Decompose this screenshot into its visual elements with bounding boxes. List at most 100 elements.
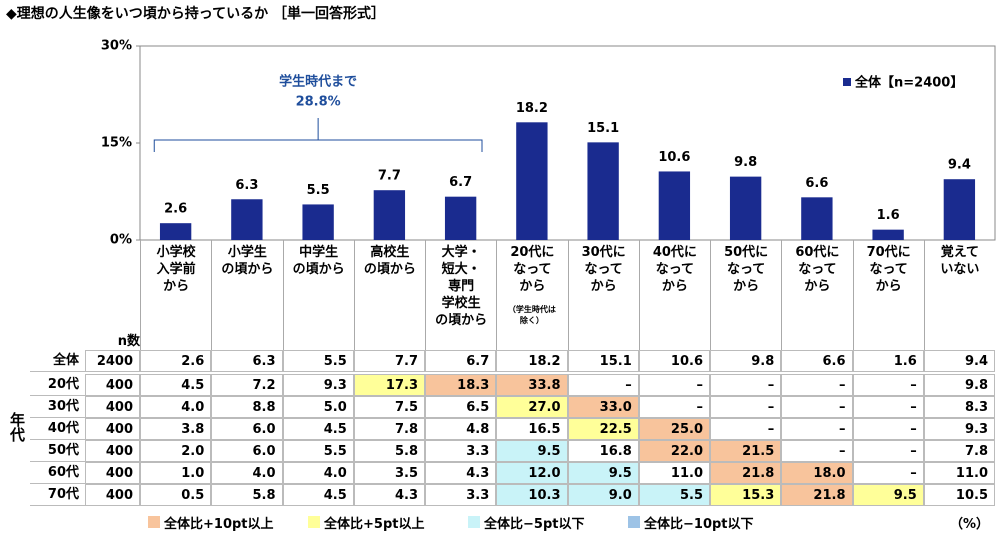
- bar: [231, 199, 263, 240]
- unit-label: （%）: [950, 517, 990, 532]
- table-cell: 9.8: [710, 350, 782, 372]
- table-cell: 18.2: [496, 350, 568, 372]
- legend-label: 全体比−5pt以下: [484, 517, 585, 532]
- table-cell: 18.0: [781, 462, 853, 484]
- table-cell: 10.3: [496, 484, 568, 506]
- table-cell: 6.7: [425, 350, 497, 372]
- table-cell: 5.5: [638, 484, 710, 506]
- table-cell: 4.0: [140, 396, 212, 418]
- data-label: 5.5: [307, 183, 330, 198]
- row-n: 400: [85, 484, 140, 506]
- x-tick-label: 20代に なって から: [496, 240, 567, 350]
- table-cell: 5.0: [282, 396, 354, 418]
- row-label: 70代: [30, 484, 85, 506]
- x-tick-label: 50代に なって から: [710, 240, 781, 350]
- table-cell: 1.0: [140, 462, 212, 484]
- table-cell: 33.8: [496, 374, 568, 396]
- x-tick-label: 60代に なって から: [781, 240, 852, 350]
- bar: [373, 190, 406, 240]
- table-cell: –: [781, 440, 853, 462]
- table-cell: 5.8: [353, 440, 425, 462]
- bar: [444, 196, 477, 240]
- table-cell: 4.8: [425, 418, 497, 440]
- table-cell: 15.3: [710, 484, 782, 506]
- bar: [872, 229, 904, 240]
- x-tick-label: 小学生 の頃から: [211, 240, 282, 350]
- table-cell: 11.0: [923, 462, 995, 484]
- legend-label: 全体比+10pt以上: [164, 517, 274, 532]
- table-cell: –: [710, 418, 782, 440]
- table-cell: 6.0: [211, 418, 283, 440]
- table-cell: 33.0: [567, 396, 639, 418]
- bar: [587, 142, 619, 240]
- table-cell: 9.3: [923, 418, 995, 440]
- table-cell: 21.5: [710, 440, 782, 462]
- table-cell: 22.5: [567, 418, 639, 440]
- table-cell: 12.0: [496, 462, 568, 484]
- bar: [943, 179, 976, 240]
- table-cell: 6.0: [211, 440, 283, 462]
- table-cell: 2.0: [140, 440, 212, 462]
- table-cell: 5.5: [282, 350, 354, 372]
- table-cell: 27.0: [496, 396, 568, 418]
- data-label: 6.6: [805, 176, 828, 191]
- table-cell: 21.8: [781, 484, 853, 506]
- bar: [729, 176, 762, 240]
- table-cell: –: [852, 418, 924, 440]
- legend-label: 全体【n=2400】: [854, 75, 963, 91]
- legend-swatch: [843, 78, 851, 86]
- table-cell: 7.8: [923, 440, 995, 462]
- y-tick-label: 0%: [110, 233, 132, 248]
- table-cell: –: [710, 396, 782, 418]
- table-cell: 8.8: [211, 396, 283, 418]
- row-n: 400: [85, 374, 140, 396]
- table-cell: 11.0: [638, 462, 710, 484]
- table-cell: –: [852, 396, 924, 418]
- x-tick-label: 大学・ 短大・ 専門 学校生 の頃から: [425, 240, 496, 350]
- table-cell: 5.8: [211, 484, 283, 506]
- bar: [302, 204, 334, 240]
- table-cell: 18.3: [425, 374, 497, 396]
- table-cell: 2.6: [140, 350, 212, 372]
- category-note: （学生時代は 除く）: [507, 305, 556, 325]
- x-tick-label: 40代に なって から: [638, 240, 710, 350]
- row-n: 400: [85, 440, 140, 462]
- legend-swatch: [308, 516, 320, 528]
- table-cell: 10.5: [923, 484, 995, 506]
- row-n: 2400: [85, 350, 140, 372]
- legend-swatch: [148, 516, 160, 528]
- bracket: [153, 118, 483, 152]
- data-label: 6.7: [449, 175, 472, 190]
- table-cell: 4.5: [282, 418, 354, 440]
- row-label: 全体: [30, 350, 85, 372]
- data-label: 6.3: [235, 178, 258, 193]
- bar: [658, 171, 691, 240]
- table-cell: 9.8: [923, 374, 995, 396]
- table-cell: –: [781, 418, 853, 440]
- row-label: 40代: [30, 418, 85, 440]
- row-label: 50代: [30, 440, 85, 462]
- x-tick-label: 30代に なって から: [567, 240, 639, 350]
- table-cell: 9.5: [496, 440, 568, 462]
- table-cell: 9.4: [923, 350, 995, 372]
- table-cell: 7.5: [353, 396, 425, 418]
- row-label: 20代: [30, 374, 85, 396]
- table-cell: 22.0: [638, 440, 710, 462]
- row-n: 400: [85, 418, 140, 440]
- table-cell: 7.7: [353, 350, 425, 372]
- data-label: 9.4: [948, 158, 971, 173]
- data-label: 15.1: [587, 121, 619, 136]
- table-cell: 16.8: [567, 440, 639, 462]
- table-cell: –: [852, 462, 924, 484]
- table-cell: 4.3: [353, 484, 425, 506]
- table-cell: 3.5: [353, 462, 425, 484]
- table-cell: 3.3: [425, 440, 497, 462]
- table-cell: 3.8: [140, 418, 212, 440]
- table-cell: 1.6: [852, 350, 924, 372]
- x-tick-label: 小学校 入学前 から: [140, 240, 211, 350]
- x-tick-label: 高校生 の頃から: [353, 240, 425, 350]
- y-tick-label: 15%: [101, 136, 132, 151]
- row-label: 60代: [30, 462, 85, 484]
